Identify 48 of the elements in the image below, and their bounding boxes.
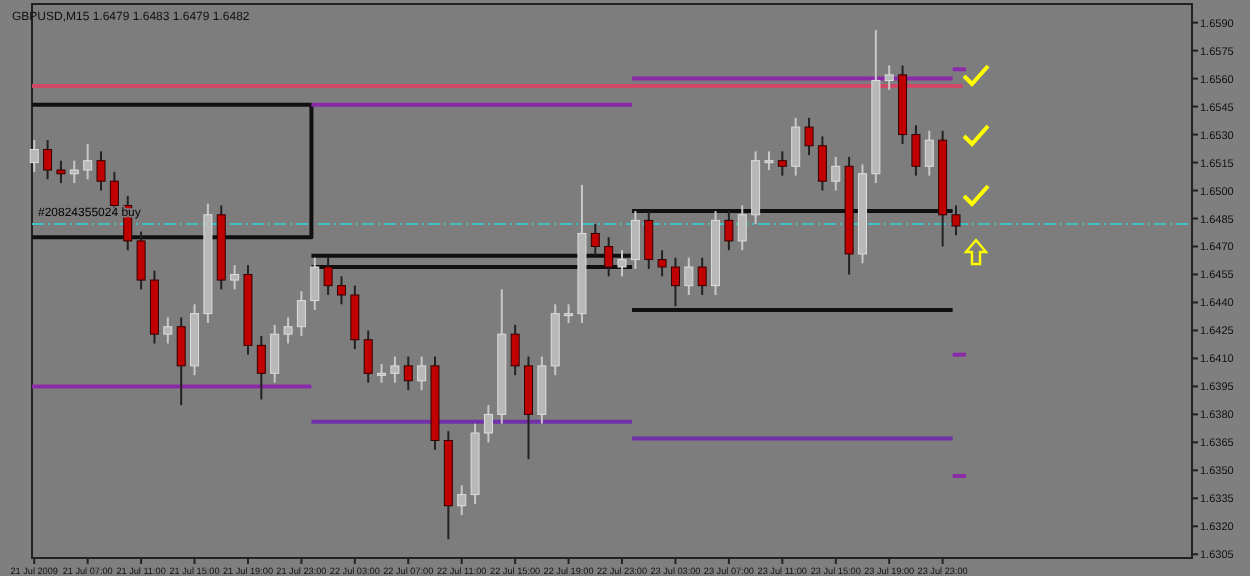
candlestick — [724, 210, 734, 252]
candlestick — [644, 210, 654, 270]
candlestick — [56, 159, 66, 185]
candlestick — [296, 290, 306, 338]
candlestick — [884, 64, 894, 91]
candlestick — [230, 264, 240, 291]
candlestick — [791, 116, 801, 177]
candlestick — [457, 484, 467, 517]
candlestick — [336, 275, 346, 306]
candlestick — [510, 323, 520, 377]
candlestick — [176, 316, 186, 407]
candlestick — [564, 303, 574, 324]
candlestick — [403, 355, 413, 392]
candlestick — [831, 155, 841, 192]
candlestick — [911, 124, 921, 177]
candlestick — [310, 256, 320, 311]
candlestick — [256, 335, 266, 401]
candlestick — [657, 249, 667, 278]
candlestick — [817, 135, 827, 192]
candlestick — [283, 316, 293, 345]
candlestick — [417, 355, 427, 392]
candlestick — [670, 256, 680, 308]
candlestick — [163, 316, 173, 345]
candlestick — [390, 355, 400, 384]
candlestick — [377, 363, 387, 384]
candlestick — [924, 129, 934, 177]
candlestick — [43, 139, 53, 181]
candlestick — [697, 256, 707, 296]
candlestick — [363, 329, 373, 384]
candlestick — [69, 159, 79, 185]
candlestick — [604, 236, 614, 278]
candlestick — [737, 204, 747, 252]
candlestick — [764, 150, 774, 172]
candlestick — [684, 256, 694, 296]
candlestick — [804, 116, 814, 157]
candlestick — [777, 150, 787, 177]
candlestick — [630, 210, 640, 270]
candlestick — [483, 404, 493, 444]
candlestick — [617, 249, 627, 278]
candlestick — [96, 150, 106, 192]
candlestick — [83, 142, 93, 181]
candlestick — [136, 230, 146, 291]
candlestick — [350, 284, 360, 351]
candlestick — [323, 256, 333, 296]
candlestick — [590, 223, 600, 257]
candlestick — [270, 323, 280, 384]
candlestick — [29, 139, 39, 173]
candlestick — [951, 204, 961, 237]
